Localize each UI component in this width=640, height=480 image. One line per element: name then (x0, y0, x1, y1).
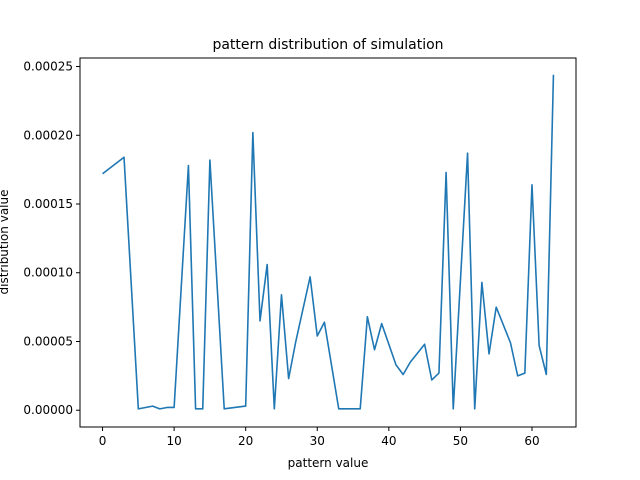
x-tick-label: 50 (453, 434, 468, 448)
x-tick-label: 20 (238, 434, 253, 448)
x-tick-label: 10 (166, 434, 181, 448)
x-axis: 0 10 20 30 40 50 60 (99, 427, 540, 448)
chart-title: pattern distribution of simulation (212, 37, 443, 53)
y-tick-label: 0.00005 (23, 334, 73, 348)
series-line (102, 74, 555, 410)
y-axis: 0.00000 0.00005 0.00010 0.00015 0.00020 0.000… (23, 60, 80, 417)
axes-frame (79, 57, 577, 428)
y-tick-label: 0.00025 (23, 60, 73, 74)
plot-area (79, 57, 577, 428)
y-tick-label: 0.00010 (23, 266, 73, 280)
x-tick-label: 40 (381, 434, 396, 448)
x-axis-label: pattern value (288, 456, 369, 470)
y-tick-label: 0.00000 (23, 403, 73, 417)
y-axis-label: distribution value (0, 190, 11, 295)
x-tick-label: 60 (524, 434, 539, 448)
x-tick-label: 0 (99, 434, 107, 448)
x-tick-label: 30 (310, 434, 325, 448)
y-tick-label: 0.00020 (23, 128, 73, 142)
y-tick-label: 0.00015 (23, 197, 73, 211)
